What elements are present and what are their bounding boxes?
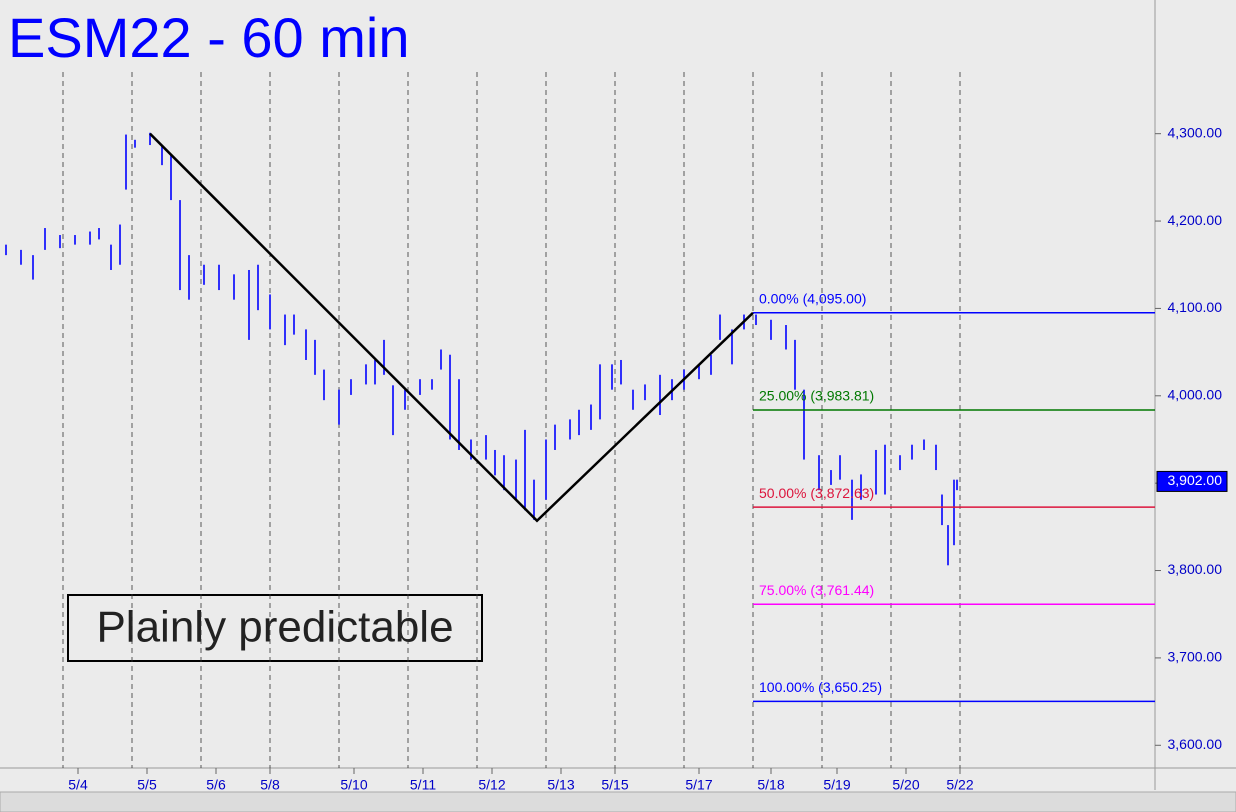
y-tick-label: 3,600.00 bbox=[1168, 736, 1223, 752]
chart-title: ESM22 - 60 min bbox=[8, 6, 410, 69]
y-tick-label: 4,000.00 bbox=[1168, 386, 1223, 402]
x-tick-label: 5/22 bbox=[946, 777, 973, 793]
trend-line bbox=[149, 132, 754, 523]
fib-label: 75.00% (3,761.44) bbox=[759, 582, 874, 598]
x-tick-label: 5/8 bbox=[260, 777, 280, 793]
fib-label: 100.00% (3,650.25) bbox=[759, 679, 882, 695]
y-tick-label: 4,100.00 bbox=[1168, 299, 1223, 315]
y-tick-label: 4,200.00 bbox=[1168, 212, 1223, 228]
y-tick-label: 3,700.00 bbox=[1168, 649, 1223, 665]
fib-label: 50.00% (3,872.63) bbox=[759, 485, 874, 501]
x-tick-label: 5/5 bbox=[137, 777, 157, 793]
x-tick-label: 5/10 bbox=[340, 777, 367, 793]
fib-label: 0.00% (4,095.00) bbox=[759, 290, 866, 306]
fib-label: 25.00% (3,983.81) bbox=[759, 388, 874, 404]
x-tick-label: 5/13 bbox=[547, 777, 574, 793]
x-tick-label: 5/20 bbox=[892, 777, 919, 793]
x-tick-label: 5/11 bbox=[410, 777, 436, 793]
x-tick-label: 5/19 bbox=[823, 777, 850, 793]
x-tick-label: 5/4 bbox=[68, 777, 88, 793]
annotation-box bbox=[67, 594, 483, 662]
last-price-box bbox=[1156, 470, 1228, 492]
x-tick-label: 5/18 bbox=[757, 777, 784, 793]
scrollbar[interactable] bbox=[0, 791, 1236, 812]
x-tick-label: 5/12 bbox=[478, 777, 505, 793]
y-tick-label: 4,300.00 bbox=[1168, 124, 1223, 140]
annotation: Plainly predictable bbox=[96, 603, 453, 652]
last-price-label: 3,902.00 bbox=[1168, 472, 1223, 488]
x-tick-label: 5/17 bbox=[685, 777, 712, 793]
x-tick-label: 5/6 bbox=[206, 777, 226, 793]
x-tick-label: 5/15 bbox=[601, 777, 628, 793]
y-tick-label: 3,800.00 bbox=[1168, 561, 1223, 577]
